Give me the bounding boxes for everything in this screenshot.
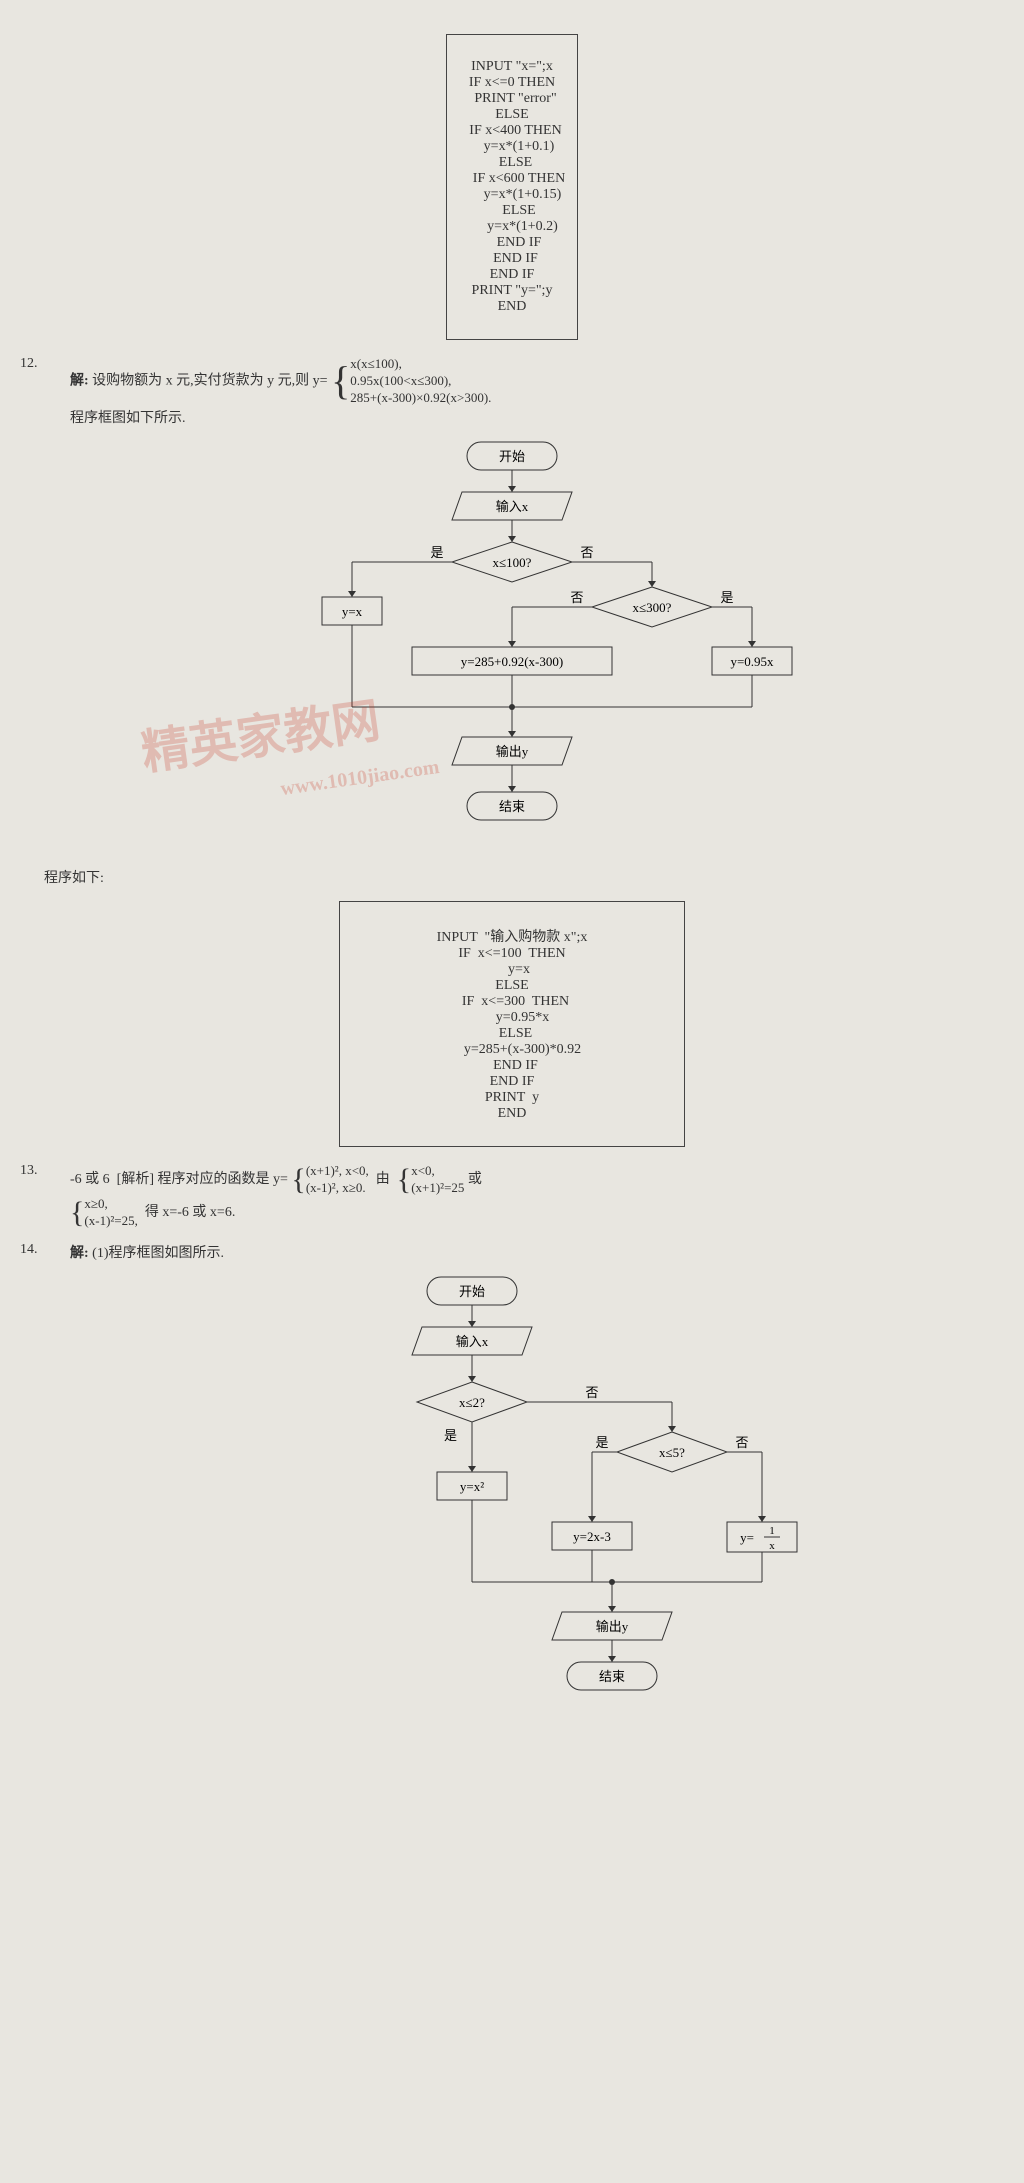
q13-piece: (x-1)²=25, <box>84 1213 137 1230</box>
svg-text:开始: 开始 <box>459 1284 485 1299</box>
code2-line: END <box>498 1106 527 1121</box>
q13-piece: x≥0, <box>84 1196 137 1213</box>
code1-line: END IF <box>486 251 538 266</box>
flowchart-1: 精英家教网 www.1010jiao.com 开始 输入x x≤100? 是 y… <box>20 437 1004 857</box>
svg-text:输入x: 输入x <box>496 499 529 514</box>
brace-icon: { <box>70 1198 84 1228</box>
code1-line: PRINT "y=";y <box>472 283 553 298</box>
q14-label: 解: <box>70 1246 89 1261</box>
code1-line: END <box>498 299 527 314</box>
code2-line: ELSE <box>492 1026 532 1041</box>
code2-line: END IF <box>486 1058 538 1073</box>
svg-text:是: 是 <box>720 590 733 605</box>
code2-line: ELSE <box>495 978 528 993</box>
svg-text:输出y: 输出y <box>596 1619 629 1634</box>
q13-by: 由 <box>376 1172 390 1187</box>
svg-text:是: 是 <box>595 1435 608 1450</box>
code1-line: ELSE <box>488 203 535 218</box>
q13-piecewise1: { (x+1)², x<0, (x-1)², x≥0. <box>291 1163 368 1197</box>
q12-piece: x(x≤100), <box>350 356 491 373</box>
code1-line: y=x*(1+0.15) <box>463 187 562 202</box>
q12-piece: 285+(x-300)×0.92(x>300). <box>350 390 491 407</box>
flow1-start: 开始 <box>499 449 525 464</box>
question-12: 12. 解: 设购物额为 x 元,实付货款为 y 元,则 y= { x(x≤10… <box>20 356 1004 427</box>
svg-text:否: 否 <box>570 590 583 605</box>
flowchart-1-svg: 开始 输入x x≤100? 是 y=x 否 x≤300? 是 否 y=285+0… <box>212 437 812 857</box>
question-14: 14. 解: (1)程序框图如图所示. <box>20 1242 1004 1262</box>
svg-text:是: 是 <box>430 545 443 560</box>
svg-text:否: 否 <box>585 1385 598 1400</box>
svg-text:x≤300?: x≤300? <box>633 600 672 615</box>
q12-piece: 0.95x(100<x≤300), <box>350 373 491 390</box>
svg-text:x: x <box>769 1540 775 1552</box>
q13-text1: 程序对应的函数是 y= <box>158 1172 288 1187</box>
svg-text:y=285+0.92(x-300): y=285+0.92(x-300) <box>461 654 563 669</box>
q13-piece: (x-1)², x≥0. <box>306 1180 369 1197</box>
code1-line: END IF <box>490 267 535 282</box>
code2-line: IF x<=300 THEN <box>455 994 569 1009</box>
q13-piecewise2: { x<0, (x+1)²=25 <box>397 1163 465 1197</box>
flowchart-2: 开始 输入x x≤2? 是 否 y=x² x≤5? 是 否 y=2x-3 <box>20 1272 1004 1702</box>
code2-line: PRINT y <box>485 1090 539 1105</box>
code2-line: END IF <box>490 1074 535 1089</box>
svg-text:y=2x-3: y=2x-3 <box>573 1529 611 1544</box>
code1-line: END IF <box>483 235 542 250</box>
svg-text:y=x: y=x <box>342 604 363 619</box>
code1-line: IF x<600 THEN <box>459 171 565 186</box>
q13-piece: x<0, <box>411 1163 464 1180</box>
q13-ans: -6 或 6 <box>70 1172 110 1187</box>
svg-text:y=x²: y=x² <box>460 1479 484 1494</box>
code2-line: y=285+(x-300)*0.92 <box>443 1042 581 1057</box>
svg-text:结束: 结束 <box>499 799 525 814</box>
code-block-2: INPUT "输入购物款 x";x IF x<=100 THEN y=x ELS… <box>20 897 1004 1151</box>
svg-text:y=0.95x: y=0.95x <box>730 654 774 669</box>
q12-text1: 设购物额为 x 元,实付货款为 y 元,则 y= <box>92 374 327 389</box>
q12-text2: 程序框图如下所示. <box>70 407 1004 427</box>
code1-line: ELSE <box>492 155 532 170</box>
q12-text3: 程序如下: <box>44 867 1004 887</box>
svg-text:y=: y= <box>740 1530 754 1545</box>
code1-line: y=x*(1+0.1) <box>470 139 555 154</box>
code1-line: IF x<=0 THEN <box>469 75 555 90</box>
code-box-2: INPUT "输入购物款 x";x IF x<=100 THEN y=x ELS… <box>339 901 685 1147</box>
svg-text:是: 是 <box>444 1428 457 1443</box>
code1-line: INPUT "x=";x <box>471 59 553 74</box>
code-block-1: INPUT "x=";x IF x<=0 THEN PRINT "error" … <box>20 30 1004 344</box>
q13-piecewise3: { x≥0, (x-1)²=25, <box>70 1196 138 1230</box>
q14-text1: (1)程序框图如图所示. <box>92 1246 224 1261</box>
code1-line: IF x<400 THEN <box>462 123 561 138</box>
q13-or: 或 <box>468 1172 482 1187</box>
question-13: 13. -6 或 6 [解析] 程序对应的函数是 y= { (x+1)², x<… <box>20 1163 1004 1231</box>
q12-number: 12. <box>20 356 70 372</box>
code1-line: PRINT "error" <box>467 91 556 106</box>
q13-text2: 得 x=-6 或 x=6. <box>145 1206 235 1221</box>
code2-line: IF x<=100 THEN <box>458 946 565 961</box>
brace-icon: { <box>397 1165 411 1195</box>
q12-piecewise: { x(x≤100), 0.95x(100<x≤300), 285+(x-300… <box>331 356 491 407</box>
svg-text:结束: 结束 <box>599 1669 625 1684</box>
q14-number: 14. <box>20 1242 70 1258</box>
code2-line: INPUT "输入购物款 x";x <box>437 930 588 945</box>
code1-line: y=x*(1+0.2) <box>466 219 558 234</box>
code2-line: y=x <box>494 962 530 977</box>
code2-line: y=0.95*x <box>475 1010 549 1025</box>
svg-text:1: 1 <box>769 1525 775 1537</box>
q12-label: 解: <box>70 374 89 389</box>
q13-piece: (x+1)², x<0, <box>306 1163 369 1180</box>
q13-piece: (x+1)²=25 <box>411 1180 464 1197</box>
svg-text:否: 否 <box>735 1435 748 1450</box>
q13-tag: [解析] <box>117 1172 154 1187</box>
code-box-1: INPUT "x=";x IF x<=0 THEN PRINT "error" … <box>446 34 578 340</box>
brace-icon: { <box>291 1165 305 1195</box>
q13-number: 13. <box>20 1163 70 1179</box>
svg-text:输入x: 输入x <box>456 1334 489 1349</box>
svg-text:否: 否 <box>580 545 593 560</box>
svg-text:x≤2?: x≤2? <box>459 1395 485 1410</box>
svg-text:输出y: 输出y <box>496 744 529 759</box>
flowchart-2-svg: 开始 输入x x≤2? 是 否 y=x² x≤5? 是 否 y=2x-3 <box>212 1272 812 1702</box>
brace-icon: { <box>331 361 350 401</box>
svg-text:x≤5?: x≤5? <box>659 1445 685 1460</box>
code1-line: ELSE <box>495 107 528 122</box>
svg-text:x≤100?: x≤100? <box>493 555 532 570</box>
